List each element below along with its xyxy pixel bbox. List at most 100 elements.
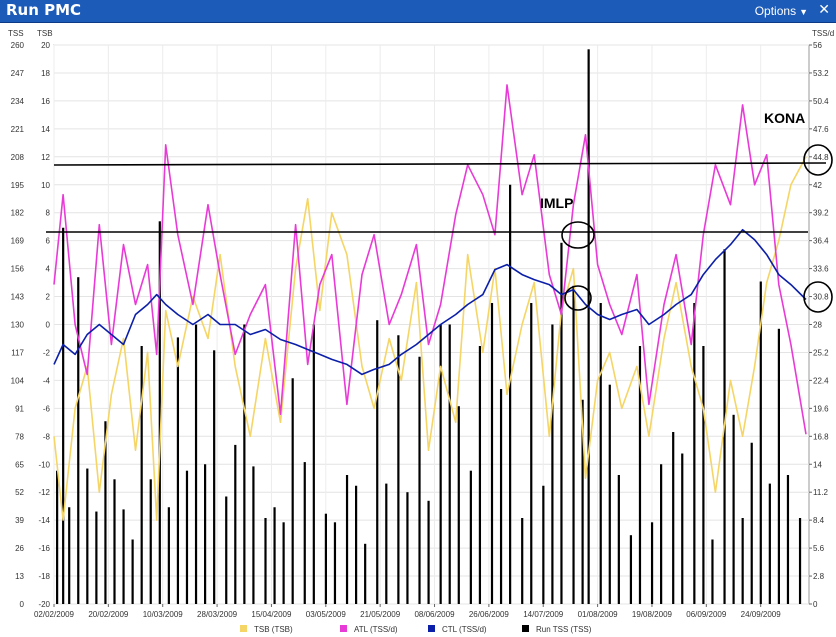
run-tss-bar — [56, 470, 59, 604]
x-tick-label: 08/06/2009 — [414, 610, 455, 619]
run-tss-bar — [581, 399, 584, 604]
ctl-series-line — [53, 228, 807, 376]
run-tss-bar — [530, 303, 533, 604]
y-tick-tssd: 53.2 — [813, 69, 829, 78]
run-tss-bar — [167, 507, 170, 604]
run-tss-bar — [333, 522, 337, 604]
x-tick-label: 24/09/2009 — [741, 610, 782, 619]
y-tick-tss: 65 — [15, 460, 24, 469]
run-tss-bar — [364, 543, 367, 604]
y-tick-tssd: 33.6 — [813, 265, 829, 274]
y-tick-tsb: 8 — [46, 209, 51, 218]
run-tss-bar — [509, 184, 512, 604]
run-tss-bar — [225, 496, 228, 604]
y-tick-tssd: 30.8 — [813, 293, 829, 302]
run-tss-bar — [711, 539, 714, 604]
run-tss-bar — [777, 328, 780, 604]
run-tss-bar — [560, 242, 563, 605]
run-tss-bar — [750, 442, 753, 604]
legend-label: TSB (TSB) — [254, 625, 293, 634]
y-tick-tss: 78 — [15, 432, 24, 441]
run-tss-bar — [629, 535, 633, 604]
y-tick-tsb: -20 — [38, 600, 50, 609]
run-tss-bar — [77, 277, 80, 604]
run-tss-bar — [798, 518, 802, 604]
y-tick-tss: 39 — [15, 516, 24, 525]
y-tick-tss: 143 — [11, 293, 25, 302]
close-icon[interactable]: ✕ — [818, 2, 830, 18]
run-tss-bar — [478, 346, 482, 604]
y-tick-tssd: 50.4 — [813, 97, 829, 106]
y-tick-tsb: -4 — [43, 376, 51, 385]
y-tick-tsb: -12 — [38, 488, 50, 497]
y-tick-tssd: 36.4 — [813, 237, 829, 246]
run-tss-bar — [551, 324, 554, 604]
annotation-imlp: IMLP — [540, 195, 573, 211]
legend-label: ATL (TSS/d) — [354, 625, 398, 634]
run-tss-bar — [273, 507, 276, 604]
run-tss-bar — [185, 470, 189, 604]
run-tss-bar — [638, 346, 642, 604]
y-tick-tssd: 19.6 — [813, 404, 829, 413]
x-tick-label: 20/02/2009 — [88, 610, 129, 619]
y-tick-tsb: 16 — [41, 97, 50, 106]
run-tss-bar — [587, 49, 590, 605]
y-tick-tsb: 12 — [41, 153, 50, 162]
options-menu-button[interactable]: Options ▼ — [755, 4, 808, 18]
y-axis-label-tssd: TSS/d — [812, 29, 834, 38]
legend-label: CTL (TSS/d) — [442, 625, 487, 634]
y-tick-tssd: 44.8 — [813, 153, 829, 162]
run-tss-bar — [521, 518, 524, 604]
y-tick-tss: 13 — [15, 572, 24, 581]
y-tick-tss: 91 — [15, 404, 24, 413]
run-tss-bar — [693, 303, 696, 604]
y-tick-tsb: -8 — [43, 432, 51, 441]
y-tick-tss: 0 — [20, 600, 25, 609]
run-tss-bar — [499, 389, 503, 604]
run-tss-bar — [660, 464, 663, 604]
run-tss-bar — [104, 421, 107, 604]
run-tss-bar — [291, 378, 294, 604]
y-tick-tsb: -18 — [38, 572, 50, 581]
run-tss-bar — [282, 522, 285, 604]
run-tss-bar — [786, 475, 790, 604]
run-tss-bar — [732, 414, 735, 604]
y-tick-tsb: -2 — [43, 348, 51, 357]
y-tick-tssd: 16.8 — [813, 432, 829, 441]
y-tick-tss: 117 — [11, 348, 24, 357]
y-tick-tsb: 14 — [41, 125, 50, 134]
run-tss-bar — [650, 522, 654, 604]
run-tss-bar — [113, 479, 116, 604]
kona-reference-line — [53, 162, 827, 166]
run-tss-bar — [385, 483, 388, 604]
run-tss-bar — [213, 350, 216, 604]
run-tss-bar — [95, 511, 98, 604]
run-tss-bar — [702, 346, 705, 604]
x-tick-label: 03/05/2009 — [306, 610, 347, 619]
y-tick-tss: 260 — [11, 41, 25, 50]
y-tick-tssd: 56 — [813, 41, 822, 50]
annotation-kona: KONA — [764, 110, 805, 126]
run-tss-bar — [149, 479, 152, 604]
y-tick-tssd: 8.4 — [813, 516, 825, 525]
legend-swatch — [340, 625, 347, 632]
x-tick-label: 01/08/2009 — [578, 610, 619, 619]
y-tick-tssd: 28 — [813, 321, 822, 330]
y-tick-tssd: 5.6 — [813, 544, 825, 553]
run-tss-bar — [243, 324, 246, 604]
x-tick-label: 21/05/2009 — [360, 610, 401, 619]
imlp-circle-bottom — [564, 285, 592, 311]
run-tss-bar — [204, 464, 207, 604]
run-tss-bar — [406, 492, 409, 604]
run-tss-bar — [672, 432, 675, 604]
y-tick-tssd: 14 — [813, 460, 822, 469]
y-tick-tss: 247 — [11, 69, 25, 78]
y-tick-tssd: 42 — [813, 181, 822, 190]
chevron-down-icon: ▼ — [799, 7, 808, 17]
x-tick-label: 10/03/2009 — [143, 610, 184, 619]
run-tss-bar — [122, 509, 125, 604]
y-tick-tsb: 10 — [41, 181, 50, 190]
y-tick-tssd: 39.2 — [813, 209, 829, 218]
y-tick-tss: 234 — [11, 97, 25, 106]
y-axis-label-tsb: TSB — [37, 29, 53, 38]
